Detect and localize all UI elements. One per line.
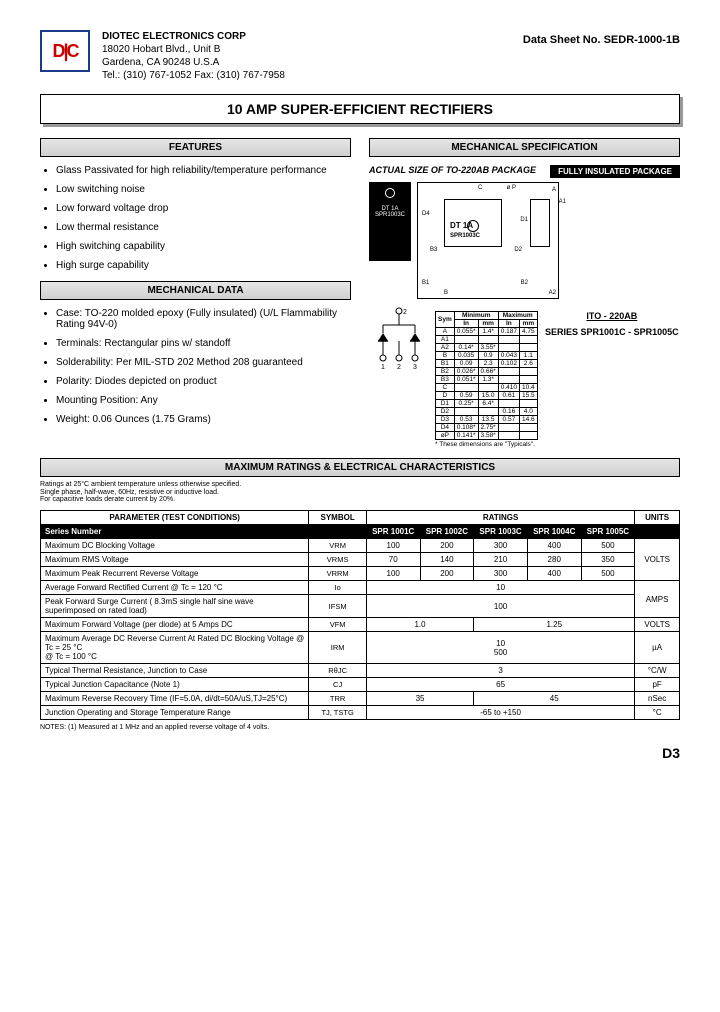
maxratings-hdr: MAXIMUM RATINGS & ELECTRICAL CHARACTERIS… (40, 458, 680, 477)
schematic: 2 1 2 3 (369, 305, 429, 378)
typicals-note: * These dimensions are "Typicals". (435, 441, 538, 448)
ito-label: ITO - 220AB (544, 311, 680, 321)
package-diagram: DT 1A SPR1003C DT 1A SPR1003C C ø P A A1… (369, 182, 680, 299)
insulated-pill: FULLY INSULATED PACKAGE (550, 165, 680, 178)
mechdata-item: Case: TO-220 molded epoxy (Fully insulat… (56, 308, 351, 330)
title-bar: 10 AMP SUPER-EFFICIENT RECTIFIERS (40, 94, 680, 124)
series-range: SERIES SPR1001C - SPR1005C (544, 327, 680, 337)
footnote: NOTES: (1) Measured at 1 MHz and an appl… (40, 724, 680, 731)
feature-item: Glass Passivated for high reliability/te… (56, 165, 351, 176)
addr2: Gardena, CA 90248 U.S.A (102, 56, 511, 69)
mechdata-list: Case: TO-220 molded epoxy (Fully insulat… (40, 308, 351, 425)
svg-text:2: 2 (397, 364, 401, 371)
dimension-table: SymMinimumMaximumInmmInmmA0.055*1.4*0.18… (435, 311, 538, 440)
svg-text:2: 2 (403, 309, 407, 316)
features-list: Glass Passivated for high reliability/te… (40, 165, 351, 271)
mechdata-item: Weight: 0.06 Ounces (1.75 Grams) (56, 414, 351, 425)
outline-drawing: DT 1A SPR1003C C ø P A A1 D4 D1 B3 D2 B1… (417, 182, 559, 299)
company-logo: D|C (40, 30, 90, 72)
mechspec-hdr: MECHANICAL SPECIFICATION (369, 138, 680, 157)
actual-size-label: ACTUAL SIZE OF TO-220AB PACKAGE (369, 165, 536, 175)
features-hdr: FEATURES (40, 138, 351, 157)
addr1: 18020 Hobart Blvd., Unit B (102, 43, 511, 56)
ratings-conditions: Ratings at 25°C ambient temperature unle… (40, 481, 680, 504)
svg-text:3: 3 (413, 364, 417, 371)
page-header: D|C DIOTEC ELECTRONICS CORP 18020 Hobart… (40, 30, 680, 82)
mechdata-hdr: MECHANICAL DATA (40, 281, 351, 300)
company-block: DIOTEC ELECTRONICS CORP 18020 Hobart Blv… (102, 30, 511, 82)
tel: Tel.: (310) 767-1052 Fax: (310) 767-7958 (102, 69, 511, 82)
mechdata-item: Solderability: Per MIL-STD 202 Method 20… (56, 357, 351, 368)
right-col: MECHANICAL SPECIFICATION ACTUAL SIZE OF … (369, 138, 680, 448)
svg-text:1: 1 (381, 364, 385, 371)
feature-item: Low thermal resistance (56, 222, 351, 233)
ratings-table: PARAMETER (TEST CONDITIONS)SYMBOLRATINGS… (40, 510, 680, 720)
mechdata-item: Mounting Position: Any (56, 395, 351, 406)
company-name: DIOTEC ELECTRONICS CORP (102, 30, 511, 43)
to220-black-img: DT 1A SPR1003C (369, 182, 411, 261)
mechdata-item: Terminals: Rectangular pins w/ standoff (56, 338, 351, 349)
feature-item: Low switching noise (56, 184, 351, 195)
mechdata-item: Polarity: Diodes depicted on product (56, 376, 351, 387)
datasheet-no: Data Sheet No. SEDR-1000-1B (523, 34, 680, 46)
feature-item: High surge capability (56, 260, 351, 271)
feature-item: Low forward voltage drop (56, 203, 351, 214)
feature-item: High switching capability (56, 241, 351, 252)
left-col: FEATURES Glass Passivated for high relia… (40, 138, 351, 448)
page-number: D3 (40, 745, 680, 761)
upper-columns: FEATURES Glass Passivated for high relia… (40, 138, 680, 448)
diode-schematic-icon: 2 1 2 3 (369, 305, 429, 375)
